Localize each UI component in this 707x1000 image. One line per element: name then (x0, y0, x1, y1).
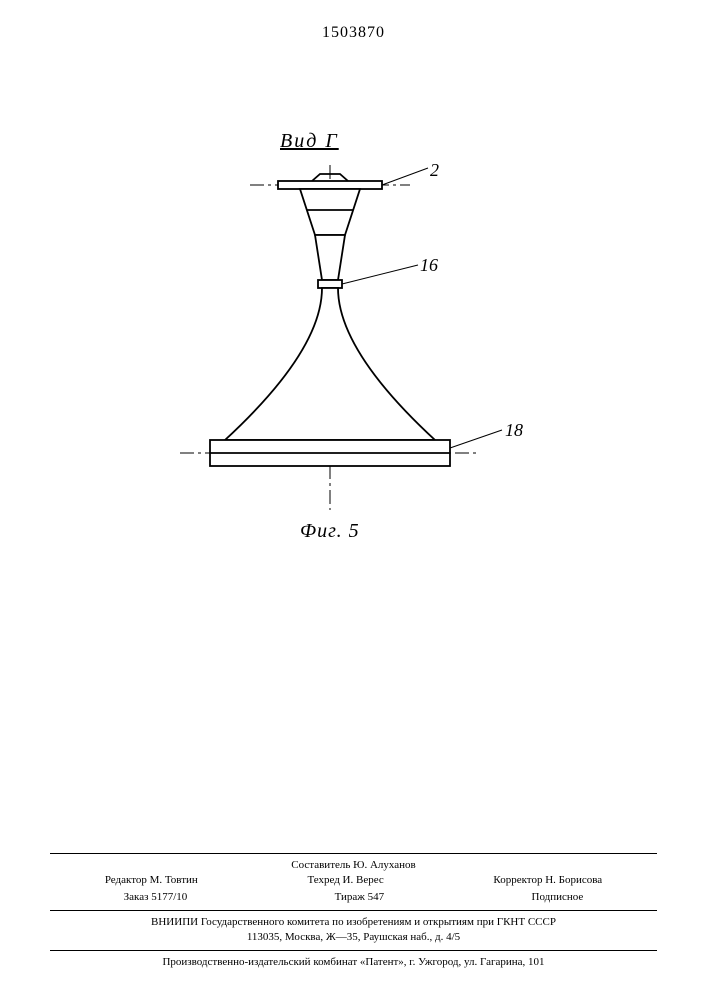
footer-row-order: Заказ 5177/10 Тираж 547 Подписное (50, 890, 657, 905)
diagram-svg (0, 130, 707, 550)
footer-block: Составитель Ю. Алуханов Редактор М. Товт… (50, 849, 657, 970)
footer-order: Заказ 5177/10 (124, 890, 188, 905)
footer-rule-mid (50, 910, 657, 911)
page: 1503870 Вид Г 2 16 18 (0, 0, 707, 1000)
footer-addr1: 113035, Москва, Ж—35, Раушская наб., д. … (50, 930, 657, 945)
footer-compiler: Составитель Ю. Алуханов (50, 858, 657, 873)
footer-subscription: Подписное (532, 890, 584, 905)
footer-rule-bot (50, 950, 657, 951)
patent-number: 1503870 (0, 24, 707, 42)
footer-org1: ВНИИПИ Государственного комитета по изоб… (50, 915, 657, 930)
footer-tirazh: Тираж 547 (335, 890, 385, 905)
footer-editor: Редактор М. Товтин (105, 873, 198, 888)
footer-techred: Техред И. Верес (307, 873, 383, 888)
footer-row-credits: Редактор М. Товтин Техред И. Верес Корре… (50, 873, 657, 888)
footer-org2: Производственно-издательский комбинат «П… (50, 955, 657, 970)
footer-rule-top (50, 853, 657, 854)
footer-corrector: Корректор Н. Борисова (493, 873, 602, 888)
figure-caption: Фиг. 5 (300, 520, 360, 543)
figure-area: Вид Г 2 16 18 (0, 130, 707, 550)
